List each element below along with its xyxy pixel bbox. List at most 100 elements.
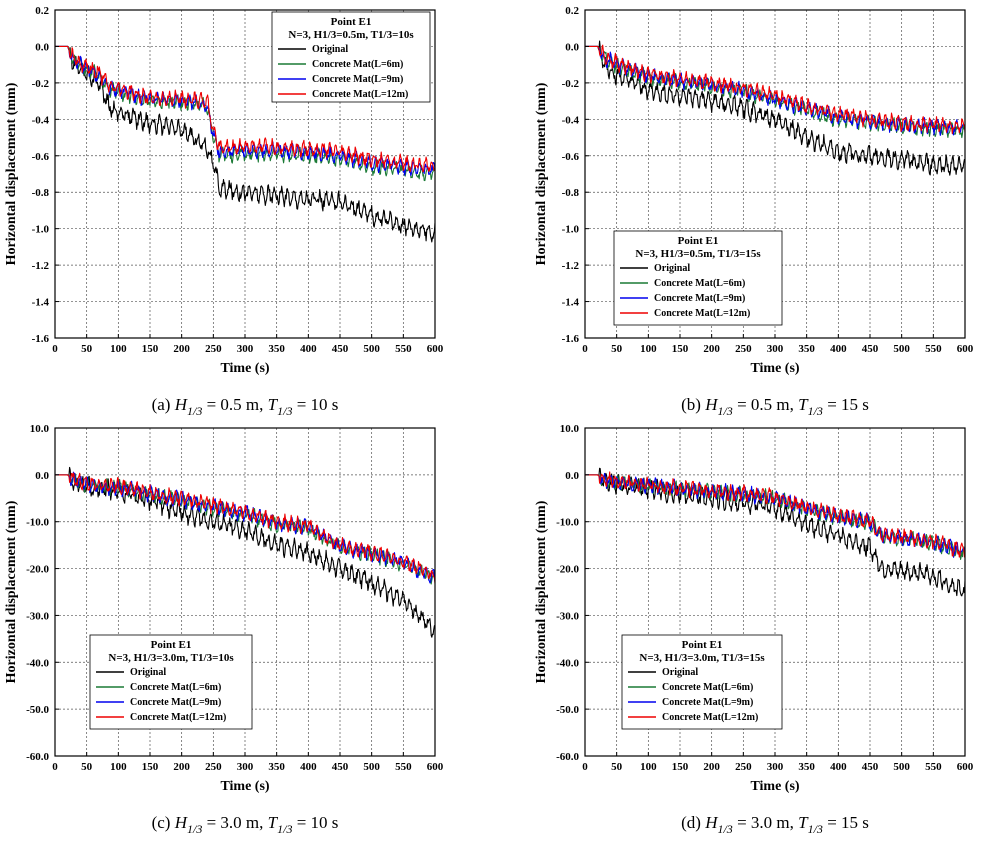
caption-part: 1/3 bbox=[808, 822, 823, 836]
caption-part: H bbox=[174, 395, 189, 414]
series-group bbox=[55, 466, 435, 638]
x-tick-label: 50 bbox=[611, 343, 623, 355]
x-tick-label: 50 bbox=[81, 761, 93, 773]
legend-title: Point E1 bbox=[331, 16, 372, 28]
x-tick-label: 450 bbox=[332, 343, 349, 355]
series-group bbox=[55, 45, 435, 243]
legend-entry: Original bbox=[662, 667, 698, 678]
panel-b: 0 50 100 150 200 250 300 350 400 450 500 550 600 0.2 0… bbox=[534, 5, 974, 418]
y-tick-label: -40.0 bbox=[556, 657, 579, 669]
y-tick-label: -0.2 bbox=[562, 78, 580, 90]
caption-part: 1/3 bbox=[277, 822, 292, 836]
caption-part: 1/3 bbox=[277, 404, 292, 418]
y-tick-label: -30.0 bbox=[26, 610, 49, 622]
caption-part: = 15 s bbox=[823, 813, 869, 832]
caption-part: = 0.5 m, bbox=[733, 395, 794, 414]
y-tick-label: -60.0 bbox=[556, 751, 579, 763]
y-axis-label: Horizontal displacement (mm) bbox=[4, 82, 19, 265]
x-tick-label: 200 bbox=[703, 343, 720, 355]
x-axis-label: Time (s) bbox=[220, 361, 269, 376]
caption-part: (a) bbox=[152, 395, 171, 414]
x-axis-label: Time (s) bbox=[220, 779, 269, 794]
caption-part: = 3.0 m, bbox=[733, 813, 794, 832]
x-tick-label: 400 bbox=[300, 343, 317, 355]
legend: Point E1N=3, H1/3=0.5m, T1/3=10s Original… bbox=[271, 11, 431, 103]
legend: Point E1N=3, H1/3=3.0m, T1/3=15s Original… bbox=[621, 634, 783, 730]
x-tick-label: 600 bbox=[427, 761, 444, 773]
y-tick-label: -1.4 bbox=[562, 297, 580, 309]
panel-caption: (d) H1/3 = 3.0 m, T1/3 = 15 s bbox=[681, 813, 869, 836]
x-tick-label: 500 bbox=[363, 761, 380, 773]
x-tick-label: 350 bbox=[268, 343, 285, 355]
x-tick-label: 350 bbox=[798, 761, 815, 773]
x-tick-label: 350 bbox=[798, 343, 815, 355]
y-axis-label: Horizontal displacement (mm) bbox=[534, 500, 549, 683]
x-tick-label: 150 bbox=[142, 761, 159, 773]
y-tick-label: 0.2 bbox=[35, 5, 49, 17]
x-tick-label: 550 bbox=[395, 761, 412, 773]
x-tick-label: 600 bbox=[957, 761, 974, 773]
x-tick-label: 0 bbox=[52, 343, 58, 355]
y-tick-label: 0.0 bbox=[35, 41, 49, 53]
legend-entry: Concrete Mat(L=9m) bbox=[130, 697, 221, 708]
x-tick-label: 0 bbox=[582, 761, 588, 773]
legend-entry: Original bbox=[130, 667, 166, 678]
legend-entry: Concrete Mat(L=6m) bbox=[130, 682, 221, 693]
legend-title: Point E1 bbox=[682, 639, 723, 651]
x-tick-label: 200 bbox=[173, 343, 190, 355]
caption-part: 1/3 bbox=[717, 822, 732, 836]
x-tick-label: 500 bbox=[893, 343, 910, 355]
legend-box bbox=[621, 634, 783, 730]
y-axis-label: Horizontal displacement (mm) bbox=[534, 82, 549, 265]
x-tick-label: 150 bbox=[142, 343, 159, 355]
x-tick-label: 0 bbox=[52, 761, 58, 773]
legend-title: Point E1 bbox=[151, 639, 192, 651]
caption-part: = 10 s bbox=[292, 813, 338, 832]
caption-part: 1/3 bbox=[187, 404, 202, 418]
series-line bbox=[55, 466, 435, 638]
x-tick-label: 550 bbox=[395, 343, 412, 355]
x-tick-label: 50 bbox=[611, 761, 623, 773]
legend-entry: Concrete Mat(L=6m) bbox=[312, 59, 403, 70]
y-tick-label: -1.4 bbox=[32, 297, 50, 309]
panel-caption: (b) H1/3 = 0.5 m, T1/3 = 15 s bbox=[681, 395, 869, 418]
series-line bbox=[585, 45, 965, 139]
series-line bbox=[55, 45, 435, 243]
y-tick-label: -0.4 bbox=[32, 114, 50, 126]
series-line bbox=[55, 472, 435, 584]
x-tick-label: 350 bbox=[268, 761, 285, 773]
panel-caption: (a) H1/3 = 0.5 m, T1/3 = 10 s bbox=[152, 395, 339, 418]
caption-part: T bbox=[268, 813, 279, 832]
caption-part: H bbox=[704, 395, 719, 414]
y-tick-label: -1.2 bbox=[562, 260, 580, 272]
caption-part: = 10 s bbox=[292, 395, 338, 414]
x-tick-label: 550 bbox=[925, 761, 942, 773]
x-tick-label: 300 bbox=[237, 761, 254, 773]
legend-box bbox=[271, 11, 431, 103]
x-tick-label: 150 bbox=[672, 343, 689, 355]
legend-entry: Concrete Mat(L=6m) bbox=[654, 278, 745, 289]
x-tick-label: 400 bbox=[830, 761, 847, 773]
y-tick-label: 10.0 bbox=[560, 423, 580, 435]
x-tick-label: 400 bbox=[830, 343, 847, 355]
x-axis-label: Time (s) bbox=[750, 361, 799, 376]
x-tick-label: 300 bbox=[767, 761, 784, 773]
x-tick-label: 250 bbox=[205, 761, 222, 773]
x-tick-label: 0 bbox=[582, 343, 588, 355]
legend-entry: Concrete Mat(L=12m) bbox=[130, 712, 226, 723]
x-tick-label: 200 bbox=[703, 761, 720, 773]
y-tick-label: -50.0 bbox=[556, 704, 579, 716]
caption-part: (c) bbox=[152, 813, 171, 832]
y-tick-label: -0.6 bbox=[32, 151, 50, 163]
y-tick-label: -30.0 bbox=[556, 610, 579, 622]
legend: Point E1N=3, H1/3=3.0m, T1/3=10s Original… bbox=[89, 634, 253, 730]
x-tick-label: 100 bbox=[640, 761, 657, 773]
y-tick-label: 0.0 bbox=[565, 41, 579, 53]
y-tick-label: -0.4 bbox=[562, 114, 580, 126]
panel-a: 0 50 100 150 200 250 300 350 400 450 500 550 600 0.2 0… bbox=[4, 5, 444, 418]
legend-entry: Concrete Mat(L=12m) bbox=[662, 712, 758, 723]
y-tick-label: -10.0 bbox=[556, 517, 579, 529]
caption-part: T bbox=[268, 395, 279, 414]
y-tick-label: -20.0 bbox=[26, 564, 49, 576]
